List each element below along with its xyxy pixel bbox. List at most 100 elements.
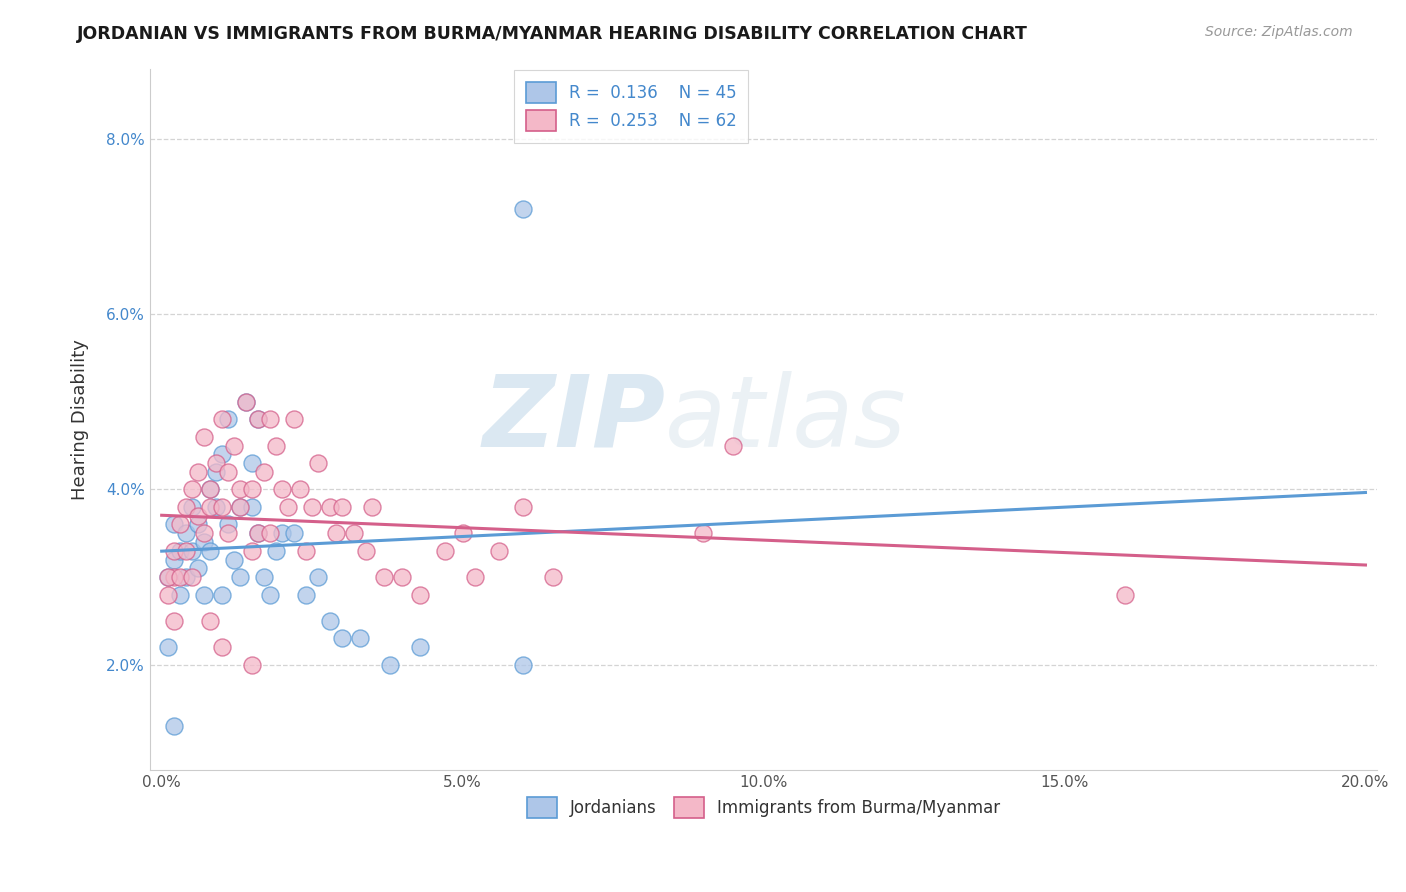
Point [325,526,347,541]
Point [217,465,239,479]
Point [361,500,384,514]
Point [180,570,202,584]
Point [246,526,269,541]
Point [301,500,323,514]
Point [283,526,305,541]
Point [343,526,366,541]
Point [211,588,233,602]
Point [512,500,534,514]
Point [235,394,257,409]
Point [205,465,228,479]
Point [180,543,202,558]
Point [391,570,413,584]
Point [319,500,342,514]
Legend: Jordanians, Immigrants from Burma/Myanmar: Jordanians, Immigrants from Burma/Myanma… [520,790,1007,825]
Point [288,483,311,497]
Point [193,430,215,444]
Point [246,412,269,426]
Point [240,456,263,470]
Point [235,394,257,409]
Point [211,500,233,514]
Point [240,483,263,497]
Point [464,570,486,584]
Point [198,543,221,558]
Point [180,483,202,497]
Point [205,500,228,514]
Point [169,570,191,584]
Point [193,526,215,541]
Point [295,588,318,602]
Point [253,465,276,479]
Point [512,202,534,216]
Point [451,526,474,541]
Point [271,526,294,541]
Point [319,614,342,628]
Point [222,439,245,453]
Point [156,640,179,655]
Point [198,483,221,497]
Point [187,517,209,532]
Point [211,640,233,655]
Point [723,439,745,453]
Point [187,561,209,575]
Point [211,412,233,426]
Point [541,570,564,584]
Point [180,500,202,514]
Point [156,570,179,584]
Point [229,570,252,584]
Point [187,508,209,523]
Point [174,570,197,584]
Point [163,543,186,558]
Point [488,543,510,558]
Point [217,412,239,426]
Point [169,588,191,602]
Point [229,483,252,497]
Point [174,543,197,558]
Point [198,614,221,628]
Point [253,570,276,584]
Point [330,500,353,514]
Point [692,526,714,541]
Point [409,640,432,655]
Point [271,483,294,497]
Point [259,588,281,602]
Text: JORDANIAN VS IMMIGRANTS FROM BURMA/MYANMAR HEARING DISABILITY CORRELATION CHART: JORDANIAN VS IMMIGRANTS FROM BURMA/MYANM… [77,25,1028,43]
Point [246,412,269,426]
Point [229,500,252,514]
Point [217,526,239,541]
Point [222,552,245,566]
Point [169,543,191,558]
Point [156,588,179,602]
Point [198,483,221,497]
Point [211,447,233,461]
Point [163,614,186,628]
Point [264,439,287,453]
Point [229,500,252,514]
Point [283,412,305,426]
Point [163,570,186,584]
Point [169,517,191,532]
Point [373,570,395,584]
Point [433,543,456,558]
Point [217,517,239,532]
Y-axis label: Hearing Disability: Hearing Disability [72,339,89,500]
Point [163,719,186,733]
Point [156,570,179,584]
Point [259,412,281,426]
Text: ZIP: ZIP [482,371,665,467]
Point [205,456,228,470]
Point [240,657,263,672]
Point [246,526,269,541]
Point [1114,588,1136,602]
Point [174,500,197,514]
Point [307,456,329,470]
Point [380,657,402,672]
Point [193,588,215,602]
Point [163,552,186,566]
Point [295,543,318,558]
Point [409,588,432,602]
Point [259,526,281,541]
Point [193,535,215,549]
Point [163,517,186,532]
Point [187,465,209,479]
